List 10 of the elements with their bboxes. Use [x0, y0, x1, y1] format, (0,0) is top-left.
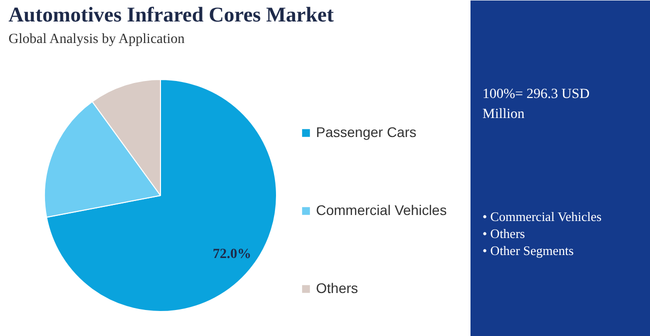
chart-title: Automotives Infrared Cores Market — [8, 2, 334, 26]
legend-label: Passenger Cars — [316, 124, 416, 140]
legend-label: Others — [316, 280, 358, 296]
chart-subtitle: Global Analysis by Application — [8, 32, 185, 47]
text: • Commercial Vehicles — [482, 209, 602, 224]
text: 100%= 296.3 USD Million — [482, 87, 590, 122]
text: • Other Segments — [482, 243, 574, 258]
data-label: 72.0% — [212, 247, 252, 262]
text: • Others — [482, 226, 525, 241]
legend-label: Commercial Vehicles — [316, 202, 447, 218]
